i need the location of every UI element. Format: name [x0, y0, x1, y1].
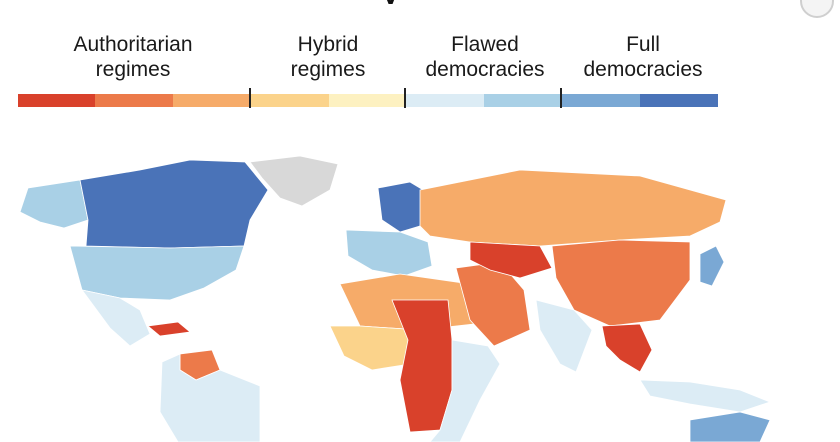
region-japan[interactable]: [699, 245, 725, 287]
chart-title-fragment: y: [300, 0, 530, 4]
region-cuba[interactable]: [147, 321, 191, 337]
swatch-hybrid-1: [251, 94, 329, 107]
close-button[interactable]: [800, 0, 834, 18]
region-greenland[interactable]: [249, 155, 339, 207]
legend-divider-3: [560, 88, 562, 108]
region-mexico[interactable]: [81, 289, 151, 347]
region-india[interactable]: [535, 299, 593, 373]
region-australia[interactable]: [689, 411, 771, 442]
region-south-america[interactable]: [159, 353, 261, 442]
legend-label-flawed: Flawed democracies: [425, 33, 545, 81]
region-western-europe[interactable]: [345, 229, 433, 277]
swatch-full-2: [640, 94, 718, 107]
region-southeast-asia[interactable]: [601, 323, 653, 373]
region-canada[interactable]: [79, 159, 269, 249]
legend-divider-1: [249, 88, 251, 108]
swatch-authoritarian-1: [18, 94, 95, 107]
world-map: [0, 150, 840, 442]
legend-label-authoritarian: Authoritarian regimes: [73, 33, 193, 81]
region-russia[interactable]: [419, 169, 727, 247]
legend-label-full: Full democracies: [583, 33, 703, 81]
legend-color-bar: [18, 94, 718, 107]
swatch-full-1: [562, 94, 640, 107]
region-central-asia[interactable]: [469, 241, 553, 279]
swatch-authoritarian-3: [173, 94, 251, 107]
swatch-hybrid-2: [329, 94, 406, 107]
swatch-flawed-2: [484, 94, 562, 107]
swatch-flawed-1: [406, 94, 484, 107]
region-east-africa[interactable]: [429, 339, 501, 442]
region-indonesia[interactable]: [639, 379, 772, 413]
legend-divider-2: [404, 88, 406, 108]
legend-label-hybrid: Hybrid regimes: [290, 33, 366, 81]
region-china[interactable]: [551, 239, 691, 327]
swatch-authoritarian-2: [95, 94, 173, 107]
